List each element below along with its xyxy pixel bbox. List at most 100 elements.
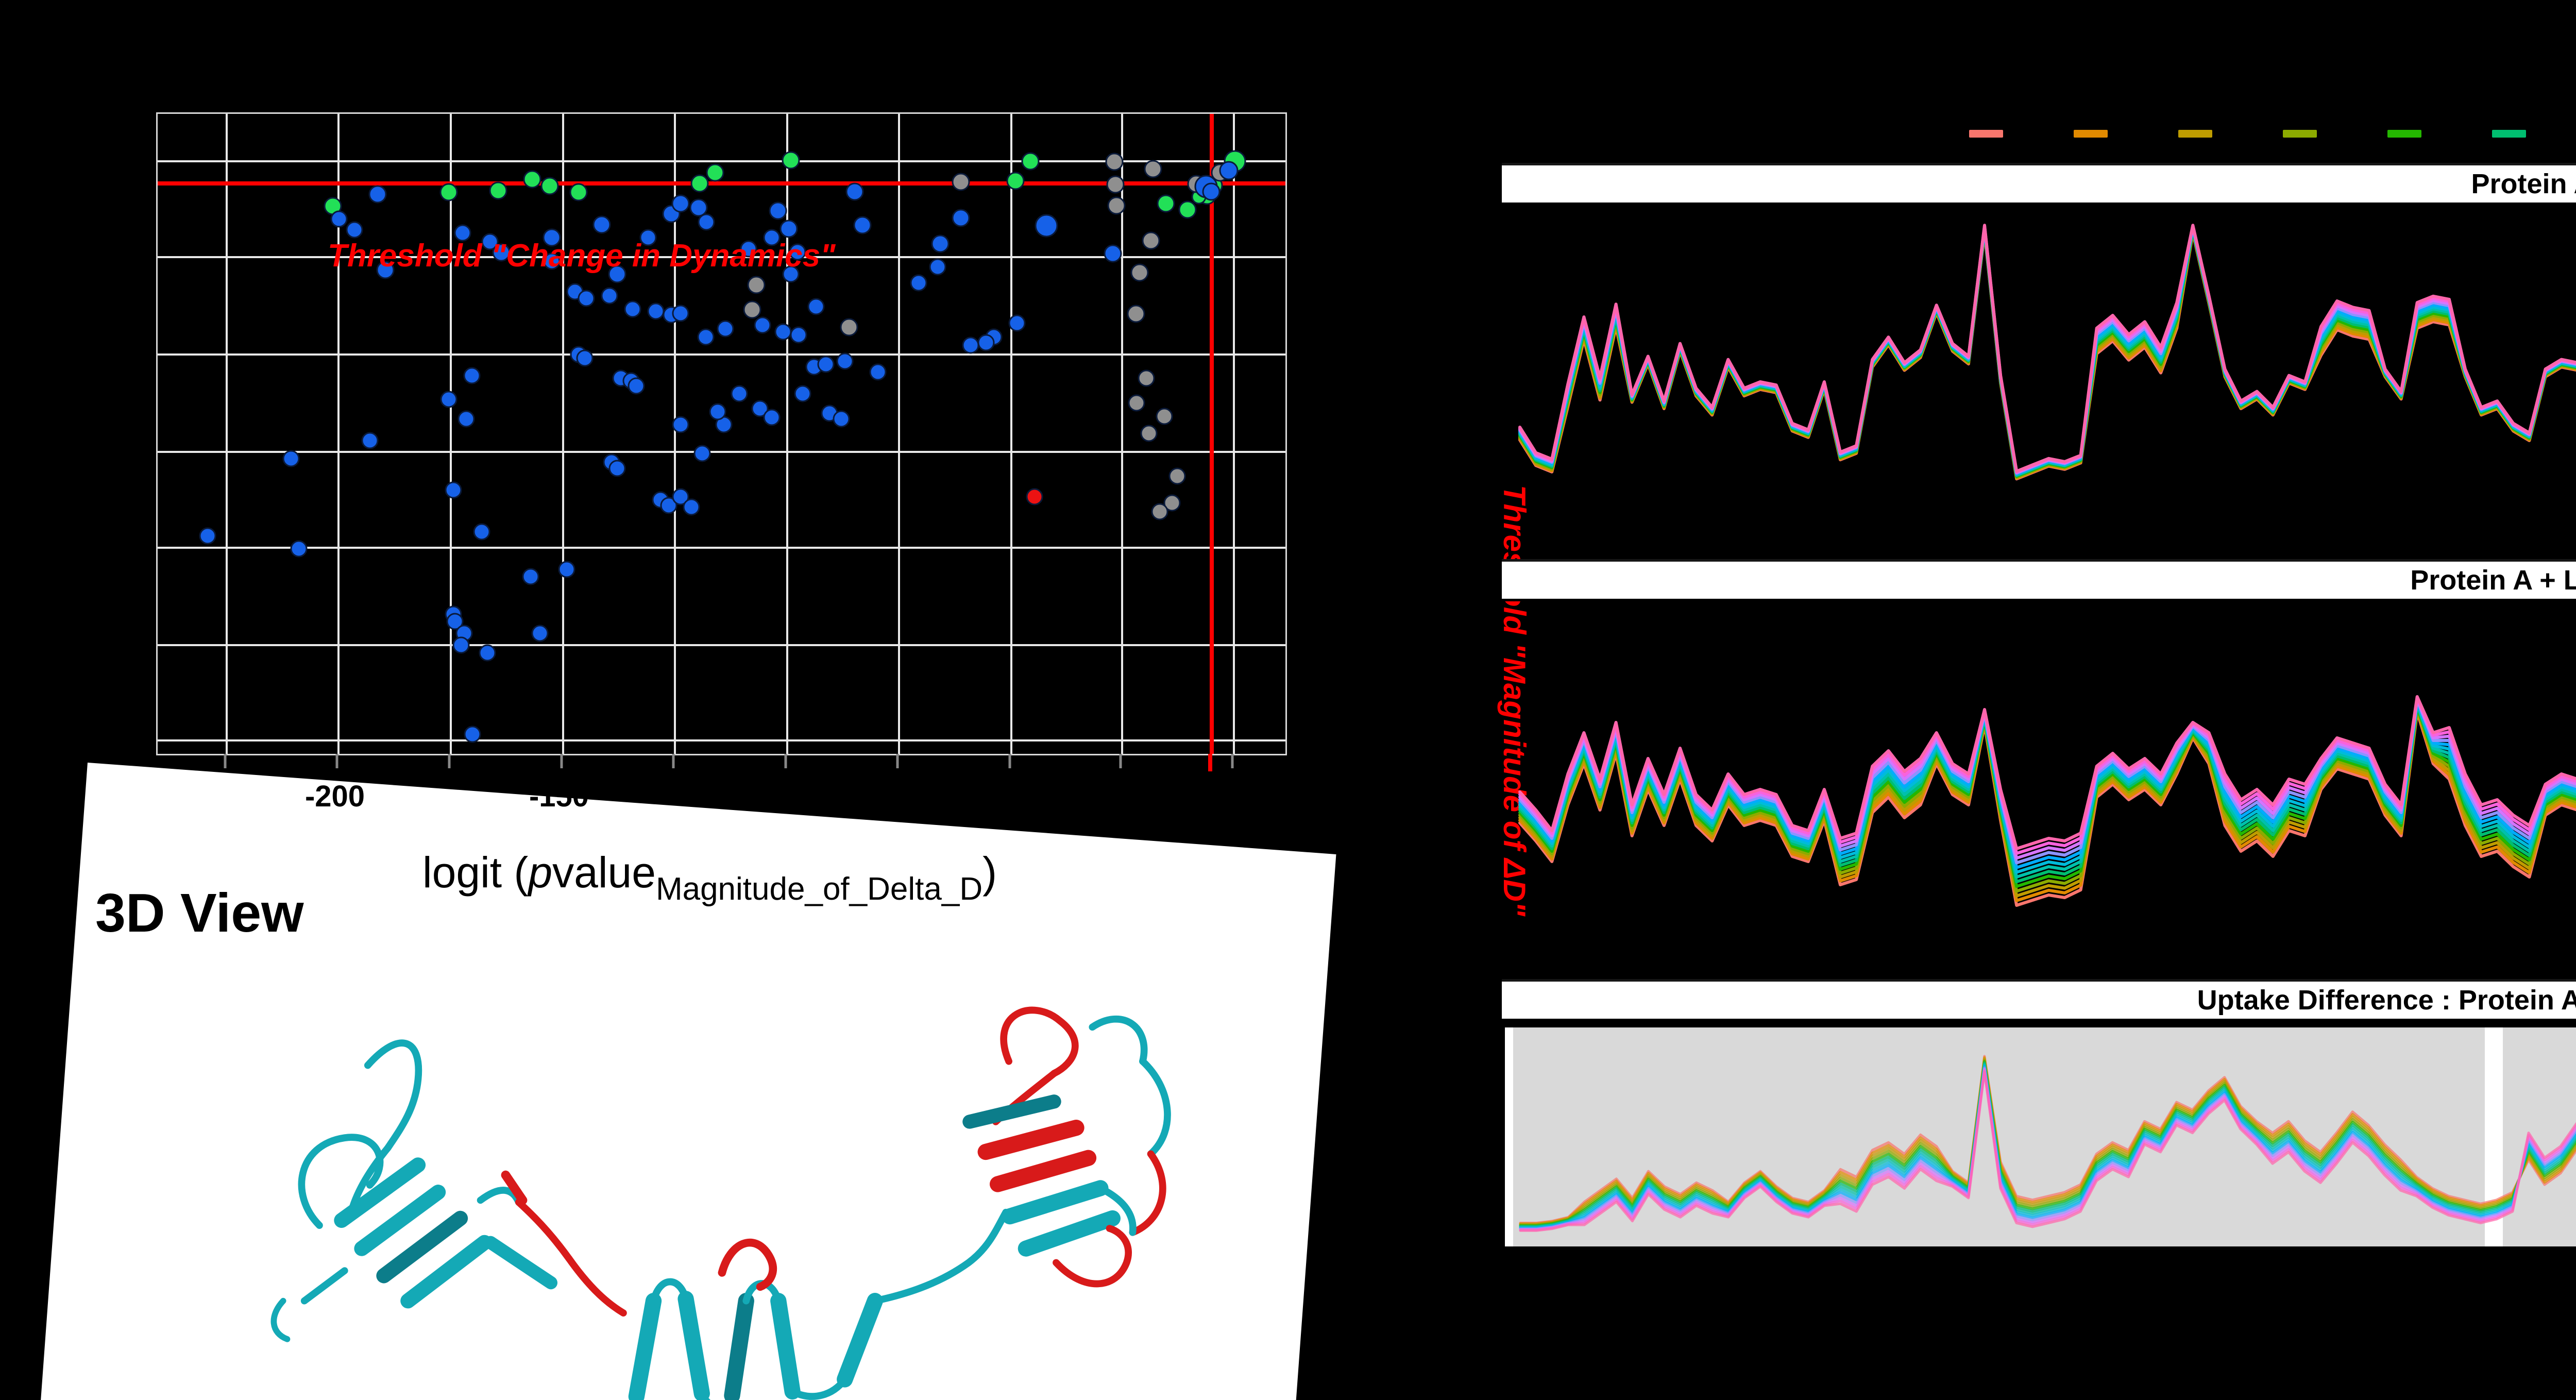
volcano-dot-b [452, 636, 470, 654]
volcano-dot-b [492, 243, 511, 262]
volcano-dot-y [1128, 394, 1145, 412]
volcano-plot-panel[interactable]: Threshold "Change in Dynamics" Threshold… [156, 112, 1532, 916]
volcano-dot-b [836, 352, 854, 370]
volcano-dot-g [569, 183, 588, 201]
volcano-dot-b [479, 644, 496, 662]
ribbon-segment-teal [1097, 1185, 1137, 1236]
volcano-dot-b [731, 385, 748, 402]
volcano-dot-y [1151, 503, 1168, 520]
volcano-dot-b [672, 305, 689, 322]
volcano-dot-b [1104, 244, 1122, 263]
volcano-dot-b [763, 409, 781, 426]
ribbon-segment-teal [1139, 1057, 1171, 1158]
legend-swatch-2 [2074, 130, 2108, 138]
volcano-dot-b [929, 258, 946, 276]
volcano-dot-b [368, 185, 387, 204]
ribbon-segment-red [1129, 1150, 1166, 1236]
ribbon-segment-teal [354, 1185, 446, 1256]
legend-swatch-3 [2178, 130, 2212, 138]
volcano-dot-g [782, 151, 800, 170]
volcano-dot-y [1130, 263, 1149, 282]
panel-title-protein-a: Protein A [1502, 163, 2576, 205]
volcano-dot-g [540, 177, 559, 195]
uptake-series-13 [1518, 224, 2576, 473]
ribbon-segment-teal [789, 1376, 849, 1400]
volcano-dot-b [931, 234, 950, 253]
volcano-dot-b [628, 377, 645, 395]
volcano-dot-b [592, 215, 611, 234]
volcano-dot-b [608, 460, 626, 477]
volcano-dot-y [1105, 153, 1124, 171]
volcano-dot-b [697, 328, 715, 346]
volcano-dot-b [853, 216, 872, 234]
volcano-dot-b [782, 265, 800, 283]
volcano-dot-b [693, 445, 711, 462]
volcano-dot-b [445, 481, 462, 499]
volcano-dot-y [1156, 408, 1173, 425]
volcano-dot-b [531, 625, 549, 642]
ribbon-segment-red [718, 1238, 777, 1291]
volcano-dot-b [481, 233, 499, 250]
panel-title-uptake-difference: Uptake Difference : Protein A - (Protein… [1502, 979, 2576, 1021]
ribbon-segment-teal [270, 1297, 291, 1342]
volcano-dot-b [446, 613, 464, 630]
volcano-dot-g [489, 181, 507, 200]
volcano-dot-b [790, 326, 807, 344]
volcano-dot-b [672, 416, 689, 433]
volcano-dot-b [869, 363, 887, 381]
volcano-dot-b [457, 410, 475, 428]
ribbon-segment-teal [1089, 1015, 1148, 1065]
volcano-dot-b [1035, 214, 1058, 238]
ribbon-segment-teal [1002, 1180, 1109, 1225]
volcano-dot-g [439, 183, 458, 201]
ribbon-segment-teal [770, 1293, 801, 1400]
volcano-dot-b [671, 194, 690, 213]
3d-view-title: 3D View [95, 883, 304, 943]
ribbon-segment-teal [400, 1235, 493, 1309]
ribbon-segment-teal [628, 1293, 662, 1400]
volcano-dot-b [647, 302, 665, 320]
volcano-dot-r [1026, 488, 1043, 505]
volcano-dot-b [1202, 182, 1221, 201]
volcano-dot-y [1127, 305, 1145, 323]
protein-ribbon-3d[interactable] [247, 969, 1257, 1400]
uptake-difference-plot[interactable] [1505, 1027, 2576, 1240]
axis-label-subscript: Magnitude_of_Delta_D [655, 871, 983, 907]
volcano-dot-y [952, 173, 970, 191]
volcano-dot-b [1008, 314, 1026, 332]
volcano-x-ticks [224, 754, 1234, 771]
ribbon-segment-teal [300, 1267, 348, 1305]
volcano-dot-b [346, 221, 363, 239]
volcano-dot-b [624, 300, 641, 318]
volcano-dot-b [952, 209, 970, 227]
uptake-plot-protein-a-ligand[interactable] [1502, 603, 2576, 943]
volcano-dot-g [1006, 172, 1025, 190]
volcano-dot-b [290, 540, 308, 558]
volcano-dot-y [1142, 231, 1160, 250]
uptake-plot-protein-a[interactable] [1502, 205, 2576, 551]
volcano-dot-y [1168, 467, 1186, 485]
ribbon-segment-teal [1018, 1210, 1121, 1257]
volcano-dot-b [845, 182, 864, 201]
volcano-dot-b [282, 450, 300, 467]
ribbon-segment-teal [962, 1094, 1061, 1129]
ribbon-segment-teal [724, 1293, 754, 1400]
volcano-dot-b [833, 410, 850, 428]
volcano-dot-b [361, 432, 379, 449]
coverage-gap-band-1 [1505, 1027, 1513, 1246]
threshold-change-in-dynamics-label: Threshold "Change in Dynamics" [328, 238, 836, 274]
legend-swatch-6 [2492, 130, 2526, 138]
volcano-dot-b [740, 240, 757, 258]
panel-title-protein-a-ligand: Protein A + Ligand [1502, 559, 2576, 601]
legend-swatch-5 [2387, 130, 2421, 138]
volcano-dot-g [1178, 200, 1197, 219]
volcano-dot-g [690, 174, 709, 193]
volcano-dot-y [840, 318, 858, 336]
volcano-dot-b [199, 527, 216, 545]
volcano-dot-b [962, 336, 979, 354]
volcano-plot-svg[interactable] [158, 114, 1285, 754]
volcano-dot-y [1144, 160, 1162, 178]
volcano-dot-g [1157, 194, 1175, 213]
ribbon-segment-red [501, 1170, 528, 1205]
